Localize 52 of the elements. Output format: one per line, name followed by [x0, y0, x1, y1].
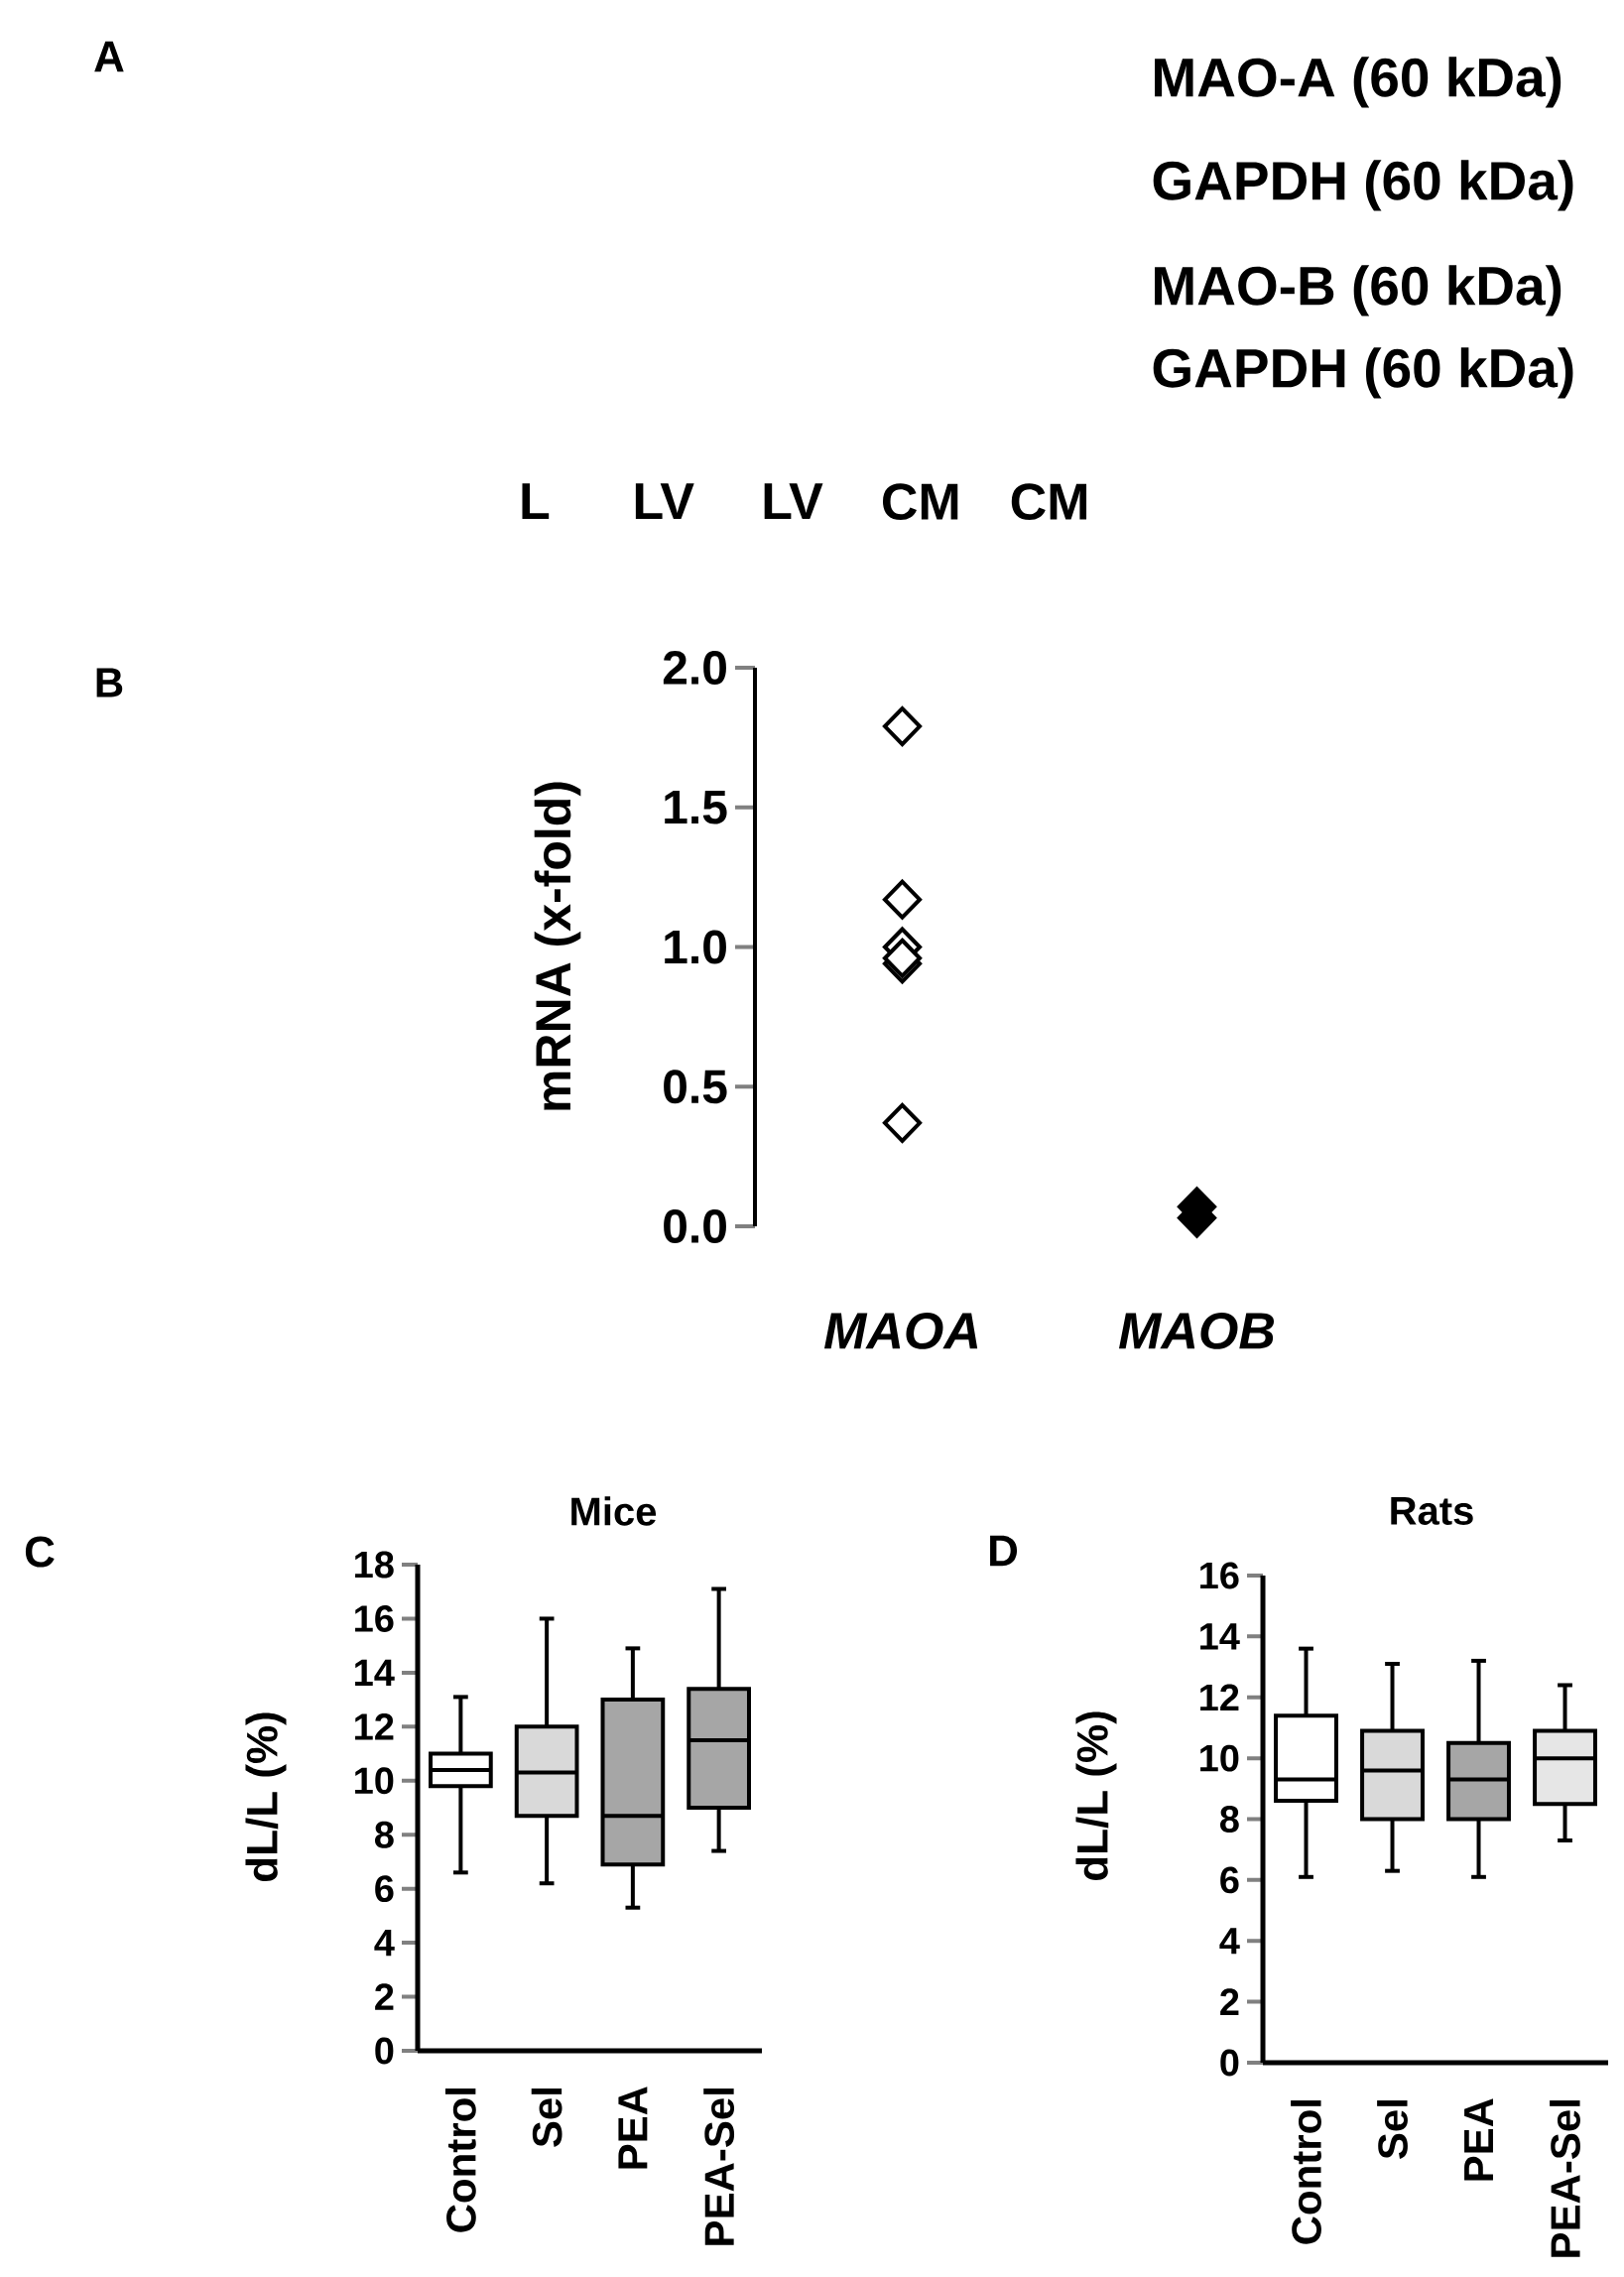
x-tick-label: Sel — [1377, 2100, 1408, 2159]
y-tick-label: 4 — [374, 1930, 395, 1957]
y-tick-label: 14 — [355, 1659, 395, 1686]
text: A — [94, 41, 124, 72]
y-tick-label: 12 — [1200, 1684, 1239, 1711]
y-tick-label: 0.0 — [664, 1209, 726, 1243]
x-tick-label: MAOB — [1118, 1313, 1275, 1349]
text: B — [96, 668, 123, 697]
y-tick-label: 2 — [375, 1983, 394, 2010]
x-tick-label: PEA-Sel — [1550, 2100, 1580, 2257]
x-tick-label: Control — [444, 2088, 476, 2232]
y-tick-label: 10 — [355, 1767, 394, 1795]
y-tick-label: 2.0 — [663, 651, 726, 685]
category-label: LV — [764, 483, 823, 520]
text: D — [990, 1535, 1018, 1567]
y-tick-label: 10 — [1200, 1744, 1239, 1772]
category-label: CM — [1011, 483, 1087, 521]
y-tick-label: 8 — [1220, 1806, 1239, 1833]
text: MAO-A (60 kDa) — [1155, 57, 1562, 108]
category-label: LV — [635, 483, 694, 520]
category-label: CM — [883, 483, 958, 521]
y-axis-title: dL/L (%) — [245, 1712, 287, 1881]
text: C — [25, 1536, 55, 1568]
chart-title: Mice — [571, 1496, 657, 1526]
y-tick-label: 16 — [1200, 1562, 1239, 1589]
y-axis-title: dL/L (%) — [1075, 1711, 1117, 1880]
y-tick-label: 1.0 — [665, 930, 726, 964]
y-tick-label: 14 — [1200, 1623, 1240, 1650]
x-tick-label: Sel — [531, 2088, 562, 2147]
x-tick-label: PEA-Sel — [703, 2088, 735, 2245]
y-tick-label: 6 — [375, 1875, 394, 1903]
text: GAPDH (60 kDa) — [1153, 347, 1573, 399]
text: MAO-B (60 kDa) — [1155, 265, 1562, 316]
y-tick-label: 4 — [1219, 1928, 1240, 1955]
chart-title: Rats — [1391, 1497, 1473, 1525]
y-tick-label: 0.5 — [664, 1070, 727, 1104]
y-axis-title: mRNA (x-fold) — [534, 782, 581, 1110]
x-tick-label: MAOA — [823, 1313, 978, 1349]
y-tick-label: 6 — [1220, 1866, 1239, 1894]
y-tick-label: 8 — [374, 1821, 394, 1848]
y-tick-label: 16 — [355, 1604, 394, 1632]
y-tick-label: 0 — [1220, 2049, 1239, 2077]
x-tick-label: PEA — [618, 2087, 648, 2169]
y-tick-label: 18 — [355, 1551, 394, 1579]
y-tick-label: 12 — [355, 1713, 394, 1740]
x-tick-label: Control — [1291, 2100, 1321, 2244]
text: GAPDH (60 kDa) — [1153, 160, 1573, 211]
category-label: L — [522, 483, 550, 520]
x-tick-label: PEA — [1464, 2098, 1493, 2181]
y-tick-label: 0 — [375, 2037, 394, 2065]
y-tick-label: 1.5 — [665, 790, 727, 824]
y-tick-label: 2 — [1220, 1988, 1239, 2015]
